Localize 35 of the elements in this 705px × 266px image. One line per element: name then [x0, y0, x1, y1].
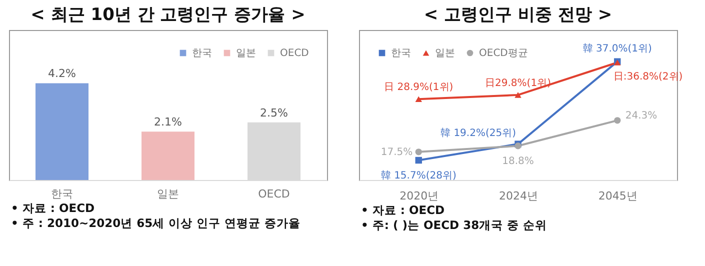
point	[415, 148, 422, 156]
x-tick-label: OECD	[258, 188, 290, 200]
point	[614, 117, 621, 124]
legend-label: 한국	[192, 48, 212, 59]
data-label: 韓 19.2%(25위)	[440, 127, 516, 140]
data-label: 日 28.9%(1위)	[384, 82, 454, 94]
data-label: 日:36.8%(2위)	[613, 72, 683, 83]
text: • 자료 : OECD	[11, 201, 96, 216]
legend-label: 일본	[435, 48, 455, 59]
legend-label: OECD평균	[479, 48, 528, 59]
point	[514, 92, 522, 98]
text: • 주: ( )는 OECD 38개국 중 순위	[361, 218, 548, 233]
data-label: 4.2%	[48, 67, 76, 80]
x-tick-label: 2024년	[499, 190, 538, 202]
legend-label: 일본	[236, 48, 256, 59]
x-tick-label: 2045년	[598, 190, 638, 202]
chart-title: < 고령인구 비중 전망 >	[424, 5, 612, 25]
chart-title: < 최근 10년 간 고령인구 증가율 >	[30, 5, 306, 25]
text: • 자료 : OECD	[361, 203, 446, 218]
text: • 주 : 2010~2020년 65세 이상 인구 연평균 증가율	[11, 216, 302, 231]
data-label: 17.5%	[380, 146, 413, 158]
data-label: 2.1%	[154, 116, 182, 129]
legend-label: 한국	[391, 48, 411, 59]
data-label: 韓 15.7%(28위)	[380, 169, 456, 182]
point	[415, 96, 422, 102]
data-label: 24.3%	[625, 110, 658, 122]
x-tick-label: 2020년	[400, 190, 439, 202]
data-label: 2.5%	[260, 106, 288, 120]
data-label: 韓 37.0%(1위)	[582, 42, 652, 55]
data-label: 日29.8%(1위)	[485, 78, 552, 89]
x-tick-label: 일본	[157, 188, 179, 200]
data-label: 18.8%	[502, 156, 534, 167]
point	[415, 156, 422, 164]
x-tick-label: 한국	[51, 188, 73, 200]
legend-label: OECD	[280, 48, 310, 59]
